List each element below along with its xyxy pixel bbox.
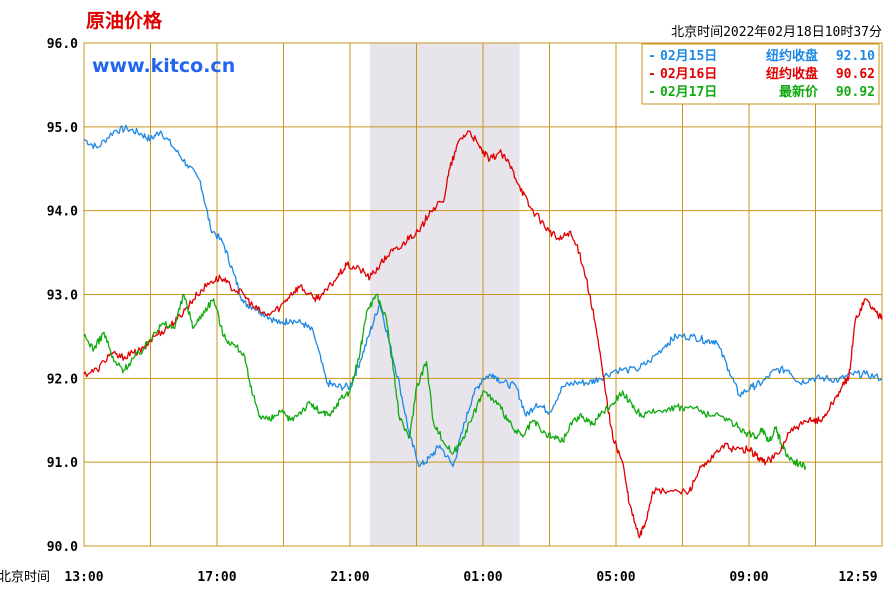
x-tick-label: 01:00 [463,570,502,585]
legend-series-name: 02月15日 [660,49,717,64]
x-tick-label: 17:00 [197,570,236,585]
x-axis-prefix: 北京时间 [0,570,50,585]
series-line-2 [83,130,883,539]
legend-entry: -02月15日 纽约收盘 92.10 [648,48,875,64]
watermark-url: www.kitco.cn [92,55,235,77]
legend-swatch: - [648,49,656,64]
y-tick-label: 90.0 [47,540,78,555]
legend-series-name: 02月17日 [660,85,717,100]
grid-layer [83,42,883,547]
legend-series-label: 最新价 [779,84,819,100]
legend-series-value: 90.92 [836,85,875,100]
legend-entry: -02月16日 纽约收盘 90.62 [648,66,875,82]
series-line-3 [83,293,807,470]
legend-entry: -02月17日 最新价 90.92 [648,84,875,100]
legend-series-value: 90.62 [836,67,875,82]
chart-title: 原油价格 [86,9,163,32]
timestamp-label: 北京时间2022年02月18日10时37分 [671,25,882,40]
x-tick-label: 05:00 [596,570,635,585]
x-tick-labels: 13:00 17:00 21:00 01:00 05:00 09:00 12:59 [64,570,877,585]
legend-rows: -02月15日 纽约收盘 92.10- 02月16日 纽约收盘 90.62- 02月17日最… [648,48,875,100]
legend-series-name: 02月16日 [660,67,717,82]
legend-series-label: 纽约收盘 [766,48,818,64]
legend-swatch: - [648,67,656,82]
series-layer [83,124,883,539]
legend-swatch: - [648,85,656,100]
y-tick-label: 94.0 [47,205,78,220]
legend-series-label: 纽约收盘 [766,66,818,82]
legend-box [641,43,880,105]
x-tick-label: 21:00 [330,570,369,585]
x-tick-label: 09:00 [729,570,768,585]
y-tick-labels: 96.0 95.0 94.0 93.0 92.0 91.0 90.0 [47,37,78,555]
y-tick-label: 91.0 [47,456,78,471]
legend-series-value: 92.10 [836,49,875,64]
y-tick-label: 95.0 [47,121,78,136]
x-tick-label: 13:00 [64,570,103,585]
y-tick-label: 93.0 [47,289,78,304]
series-line-1 [83,124,883,468]
legend: -02月15日 纽约收盘 92.10- 02月16日 纽约收盘 90.62- 02月17日最… [641,43,880,105]
y-tick-label: 92.0 [47,372,78,387]
y-tick-label: 96.0 [47,37,78,52]
x-tick-label: 12:59 [838,570,877,585]
plot-frame [83,42,883,547]
